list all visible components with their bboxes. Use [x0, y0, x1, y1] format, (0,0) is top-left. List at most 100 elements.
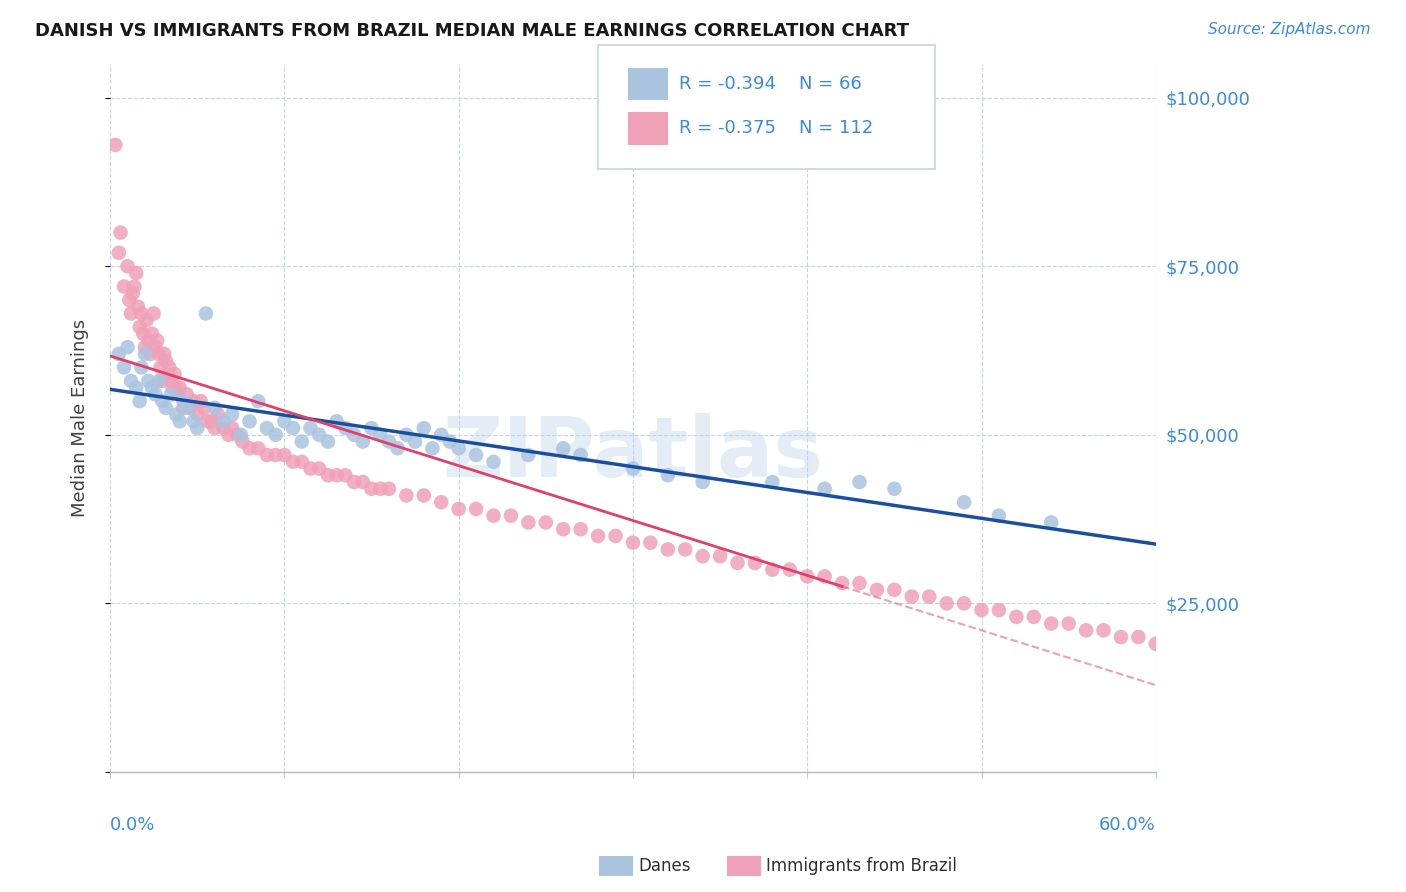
Point [281, 421, 304, 435]
Point [335, 421, 357, 435]
Point [430, 495, 453, 509]
Point [517, 448, 540, 462]
Point [360, 482, 382, 496]
Point [204, 401, 226, 415]
Point [299, 421, 322, 435]
Point [221, 408, 243, 422]
Point [439, 434, 461, 449]
Point [657, 542, 679, 557]
Point [149, 360, 172, 375]
Point [1109, 630, 1132, 644]
Point [138, 374, 160, 388]
Point [132, 326, 155, 341]
Y-axis label: Median Male Earnings: Median Male Earnings [72, 319, 89, 517]
Point [325, 414, 347, 428]
Point [1057, 616, 1080, 631]
Point [194, 306, 217, 320]
Point [553, 522, 575, 536]
Point [177, 401, 200, 415]
Point [553, 442, 575, 456]
Point [247, 442, 270, 456]
Point [482, 508, 505, 523]
Point [308, 461, 330, 475]
Point [779, 563, 801, 577]
Point [621, 535, 644, 549]
Point [165, 408, 187, 422]
Point [325, 468, 347, 483]
Point [120, 374, 142, 388]
Point [155, 353, 177, 368]
Point [150, 374, 173, 388]
Point [157, 360, 180, 375]
Point [256, 448, 278, 462]
Point [1144, 637, 1167, 651]
Point [172, 401, 194, 415]
Point [987, 508, 1010, 523]
Point [395, 488, 418, 502]
Point [221, 421, 243, 435]
Point [761, 475, 783, 489]
Point [901, 590, 924, 604]
Point [128, 320, 150, 334]
Point [104, 138, 127, 153]
Point [135, 313, 157, 327]
Point [131, 306, 153, 320]
Point [229, 427, 252, 442]
Point [193, 401, 215, 415]
Point [727, 556, 749, 570]
Point [422, 442, 444, 456]
Point [1074, 624, 1097, 638]
Point [128, 394, 150, 409]
Point [200, 414, 222, 428]
Point [673, 542, 696, 557]
Point [621, 461, 644, 475]
Text: Source: ZipAtlas.com: Source: ZipAtlas.com [1208, 22, 1371, 37]
Point [110, 226, 132, 240]
Point [883, 482, 905, 496]
Point [316, 434, 339, 449]
Point [412, 488, 434, 502]
Point [1092, 624, 1115, 638]
Point [447, 442, 470, 456]
Point [148, 347, 170, 361]
Text: 60.0%: 60.0% [1099, 815, 1156, 834]
Point [131, 360, 153, 375]
Point [145, 340, 167, 354]
Point [352, 434, 374, 449]
Text: R = -0.375    N = 112: R = -0.375 N = 112 [679, 120, 873, 137]
Point [335, 468, 357, 483]
Point [141, 381, 163, 395]
Text: Immigrants from Brazil: Immigrants from Brazil [766, 857, 957, 875]
Point [238, 442, 260, 456]
Point [167, 387, 190, 401]
Point [231, 434, 253, 449]
Point [395, 427, 418, 442]
Point [186, 408, 208, 422]
Point [124, 279, 146, 293]
Point [534, 516, 557, 530]
Point [953, 596, 976, 610]
Point [176, 387, 198, 401]
Point [987, 603, 1010, 617]
Point [264, 448, 287, 462]
Point [153, 347, 176, 361]
Point [186, 421, 208, 435]
Point [238, 414, 260, 428]
Point [256, 421, 278, 435]
Point [117, 340, 139, 354]
Point [605, 529, 627, 543]
Point [212, 414, 235, 428]
Point [121, 286, 143, 301]
Point [692, 549, 714, 564]
Point [499, 508, 522, 523]
Point [204, 421, 226, 435]
Point [569, 522, 592, 536]
Point [447, 502, 470, 516]
Point [183, 414, 205, 428]
Point [761, 563, 783, 577]
Point [169, 414, 191, 428]
Point [709, 549, 731, 564]
Point [814, 482, 837, 496]
Point [141, 326, 163, 341]
Text: ZIPatlas: ZIPatlas [443, 413, 824, 494]
